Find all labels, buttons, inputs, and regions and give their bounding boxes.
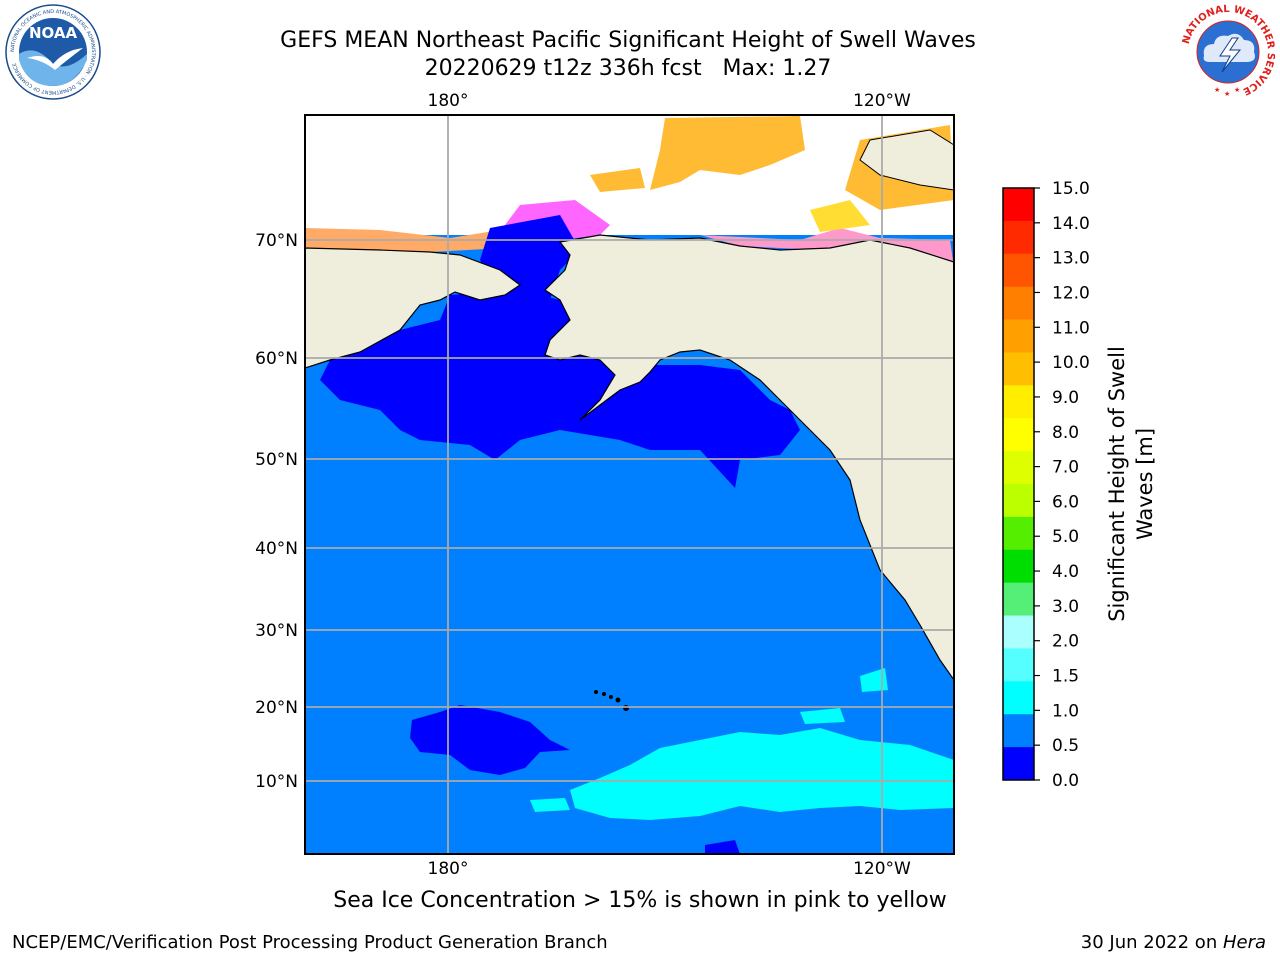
sea-ice-yellow-edge	[810, 200, 870, 232]
footer-credit: NCEP/EMC/Verification Post Processing Pr…	[12, 932, 608, 953]
colorbar-label-line-2: Waves [m]	[1133, 428, 1157, 540]
lat-label-20n: 20°N	[255, 698, 298, 718]
colorbar-tick-label: 1.0	[1052, 701, 1079, 721]
lat-label-30n: 30°N	[255, 621, 298, 641]
colorbar-tick-label: 7.0	[1052, 458, 1079, 478]
colorbar-tick-label: 8.0	[1052, 423, 1079, 443]
land-siberia	[305, 247, 522, 369]
colorbar-segment	[1003, 188, 1034, 222]
svg-text:★: ★	[1234, 86, 1240, 94]
colorbar-tick-label: 10.0	[1052, 353, 1090, 373]
colorbar-label: Significant Height of Swell Waves [m]	[1105, 346, 1157, 622]
colorbar-segment	[1003, 582, 1034, 617]
colorbar-ticks: 15.0 14.0 13.0 12.0 11.0 10.0 9.0 8.0 7.0 6.0 5.0 4…	[1034, 179, 1090, 791]
lon-label-top-120w: 120°W	[853, 91, 911, 111]
low-swell-bering	[320, 290, 800, 488]
colorbar-tick-label: 0.5	[1052, 736, 1079, 756]
colorbar-segment	[1003, 418, 1034, 452]
lon-label-bottom-180: 180°	[428, 859, 469, 879]
colorbar-label-line-1: Significant Height of Swell	[1105, 346, 1129, 622]
sea-ice-orange-north	[650, 116, 805, 190]
colorbar-segment	[1003, 681, 1034, 715]
colorbar-segment	[1003, 747, 1034, 781]
title-line-1: GEFS MEAN Northeast Pacific Significant …	[280, 28, 976, 53]
low-swell-hawaii	[410, 705, 570, 775]
colorbar-tick-label: 15.0	[1052, 179, 1090, 199]
swell-1-1-5-north	[860, 668, 888, 692]
title-line-2: 20220629 t12z 336h fcst Max: 1.27	[424, 56, 832, 81]
colorbar-frame	[1002, 187, 1035, 781]
noaa-logo: NATIONAL OCEANIC AND ATMOSPHERIC ADMINIS…	[5, 4, 101, 100]
svg-text:★: ★	[1214, 86, 1220, 94]
colorbar-segment	[1003, 484, 1034, 518]
map-gridlines	[305, 115, 954, 854]
colorbar-tick-label: 2.0	[1052, 632, 1079, 652]
lat-label-50n: 50°N	[255, 450, 298, 470]
colorbar-tick-label: 3.0	[1052, 597, 1079, 617]
colorbar-tick-label: 12.0	[1052, 283, 1090, 303]
footer-machine: Hera	[1222, 932, 1266, 953]
map-frame	[304, 114, 955, 855]
lat-label-70n: 70°N	[255, 231, 298, 251]
swell-1-1-5-band	[570, 728, 954, 820]
lon-label-bottom-120w: 120°W	[853, 859, 911, 879]
colorbar-tick-label: 4.0	[1052, 562, 1079, 582]
chart-title: GEFS MEAN Northeast Pacific Significant …	[0, 27, 1256, 83]
colorbar-tick-label: 6.0	[1052, 492, 1079, 512]
colorbar-segment	[1003, 220, 1034, 255]
colorbar-tick-label: 14.0	[1052, 214, 1090, 234]
colorbar-segment	[1003, 714, 1034, 748]
colorbar-tick-label: 9.0	[1052, 388, 1079, 408]
noaa-text: NOAA	[29, 24, 78, 42]
footer-date: 30 Jun 2022 on Hera	[1081, 932, 1266, 953]
colorbar-segment	[1003, 352, 1034, 386]
colorbar-segment	[1003, 451, 1034, 485]
colorbar-segment	[1003, 286, 1034, 321]
colorbar-tick-label: 1.5	[1052, 667, 1079, 687]
swell-1-1-5-north2	[800, 708, 845, 724]
colorbar-segment	[1003, 385, 1034, 419]
colorbar-tick-label: 13.0	[1052, 249, 1090, 269]
colorbar-segment	[1003, 319, 1034, 353]
colorbar-segment	[1003, 253, 1034, 288]
colorbar-tick-label: 11.0	[1052, 318, 1090, 338]
colorbar-tick-label: 0.0	[1052, 771, 1079, 791]
lat-label-10n: 10°N	[255, 772, 298, 792]
low-swell-south	[705, 840, 740, 854]
colorbar-segment	[1003, 549, 1034, 584]
colorbar-segment	[1003, 648, 1034, 682]
nws-logo: NATIONAL WEATHER SERVICE ★ ★ ★	[1181, 4, 1276, 99]
svg-text:★: ★	[1224, 90, 1230, 98]
lon-label-top-180: 180°	[428, 91, 469, 111]
lat-label-60n: 60°N	[255, 349, 298, 369]
colorbar-segment	[1003, 516, 1034, 551]
land-arctic-islands	[859, 129, 954, 191]
colorbar-tick-label: 5.0	[1052, 527, 1079, 547]
colorbar	[1003, 188, 1034, 781]
footer-date-text: 30 Jun 2022 on	[1080, 932, 1223, 953]
sea-ice-note: Sea Ice Concentration > 15% is shown in …	[333, 888, 947, 913]
lat-label-40n: 40°N	[255, 539, 298, 559]
colorbar-segment	[1003, 615, 1034, 649]
sea-ice-orange-small	[590, 168, 645, 192]
swell-1-1-5-patch	[530, 798, 570, 812]
